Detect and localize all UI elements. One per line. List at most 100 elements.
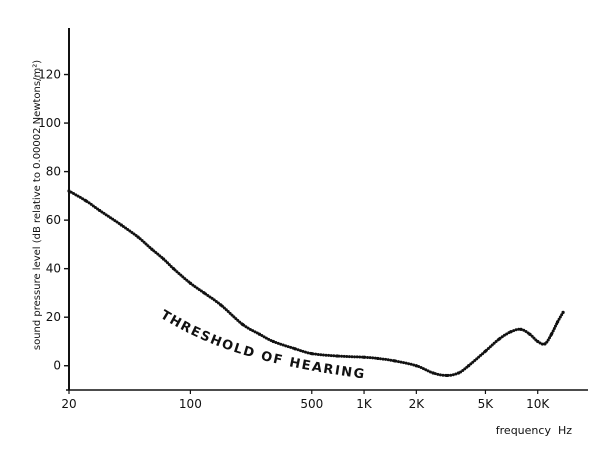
curve-dot <box>248 327 252 331</box>
curve-dot <box>210 296 214 300</box>
curve-dot <box>130 230 134 234</box>
curve-dot <box>350 355 354 359</box>
curve-dot <box>144 242 148 246</box>
data-point <box>483 349 488 353</box>
curve-dot <box>530 334 534 338</box>
curve-dot <box>477 355 481 359</box>
curve-dot <box>319 353 323 357</box>
curve-dot <box>471 360 475 364</box>
data-point <box>509 330 513 334</box>
curve-dot <box>514 328 518 332</box>
curve-dot <box>481 352 485 356</box>
curve-dot <box>253 330 257 334</box>
curve-dot <box>368 356 372 360</box>
curve-dot <box>412 363 416 367</box>
curve-dot <box>236 318 240 322</box>
y-axis-ticks: 0 20 40 60 80 100 120 <box>38 68 69 373</box>
curve-dot <box>244 325 248 329</box>
curve-dot <box>296 348 300 352</box>
curve-dot <box>332 354 336 358</box>
curve-dot <box>512 329 516 333</box>
y-tick-label: 60 <box>46 213 61 227</box>
data-point <box>376 356 380 361</box>
curve-dot <box>396 360 400 364</box>
curve-dot <box>76 194 80 198</box>
curve-dot <box>216 301 220 305</box>
curve-dot <box>246 326 250 330</box>
curve-dot <box>490 343 494 347</box>
curve-dot <box>111 217 115 221</box>
curve-dot <box>175 270 179 274</box>
curve-dot <box>327 353 331 357</box>
curve-dot <box>113 219 117 223</box>
curve-dot <box>314 352 318 356</box>
curve-dot <box>284 344 288 348</box>
curve-dot <box>329 354 333 358</box>
curve-dot <box>479 353 483 357</box>
curve-dot <box>148 245 152 249</box>
data-point <box>119 223 123 227</box>
curve-dot <box>378 357 382 361</box>
curve-dot <box>324 353 328 357</box>
curve-dot <box>386 358 390 362</box>
curve-dot <box>102 211 106 215</box>
data-point <box>171 267 176 271</box>
curve-dot <box>267 337 271 341</box>
curve-dot <box>399 360 403 364</box>
curve-dot <box>89 202 93 206</box>
curve-dot <box>517 327 521 331</box>
curve-dot <box>281 343 285 347</box>
curve-dot <box>251 329 255 333</box>
curve-dot <box>104 213 108 217</box>
curve-dot <box>426 369 430 373</box>
curve-dot <box>402 361 406 365</box>
data-point <box>536 339 540 344</box>
curve-dot <box>169 264 173 268</box>
curve-dot <box>303 350 307 354</box>
curve-dot <box>154 251 158 255</box>
curve-dot <box>301 349 305 353</box>
data-point <box>561 310 565 314</box>
curve-dot <box>181 275 185 279</box>
curve-dot <box>158 254 162 258</box>
curve-dot <box>212 298 216 302</box>
curve-dot <box>404 361 408 365</box>
curve-dot <box>146 244 150 248</box>
curve-dot <box>264 336 268 340</box>
curve-dot <box>279 342 283 346</box>
data-point <box>84 199 88 203</box>
y-axis-title: sound pressure level (dB relative to 0.0… <box>32 60 43 350</box>
curve-dot <box>197 288 201 292</box>
data-point <box>549 332 554 336</box>
data-point <box>241 322 245 327</box>
curve-dot <box>140 238 144 242</box>
data-point <box>335 354 339 358</box>
curve-dot <box>132 232 136 236</box>
data-point <box>161 257 166 261</box>
curve-label: THRESHOLD OF HEARING <box>158 308 367 383</box>
data-point <box>456 371 461 375</box>
curve-dot <box>142 240 146 244</box>
y-tick-label: 0 <box>53 359 61 373</box>
y-tick-label: 100 <box>38 116 61 130</box>
data-point <box>97 208 102 213</box>
y-tick-label: 40 <box>46 262 61 276</box>
curve-dot <box>69 190 73 194</box>
curve-dot <box>558 315 562 319</box>
curve-dot <box>228 311 232 315</box>
curve-dot <box>389 358 393 362</box>
curve-dot <box>473 359 477 363</box>
curve-dot <box>340 354 344 358</box>
curve-dot <box>373 356 377 360</box>
data-point <box>555 320 560 324</box>
curve-dot <box>106 214 110 218</box>
curve-dot <box>371 356 375 360</box>
curve-dot <box>492 341 496 345</box>
curve-dot <box>540 342 544 346</box>
curve-dot <box>183 277 187 281</box>
curve-dot <box>342 354 346 358</box>
curve-dot <box>299 349 303 353</box>
curve-dot <box>345 355 349 359</box>
curve-dot <box>185 278 189 282</box>
curve-dot <box>321 353 325 357</box>
